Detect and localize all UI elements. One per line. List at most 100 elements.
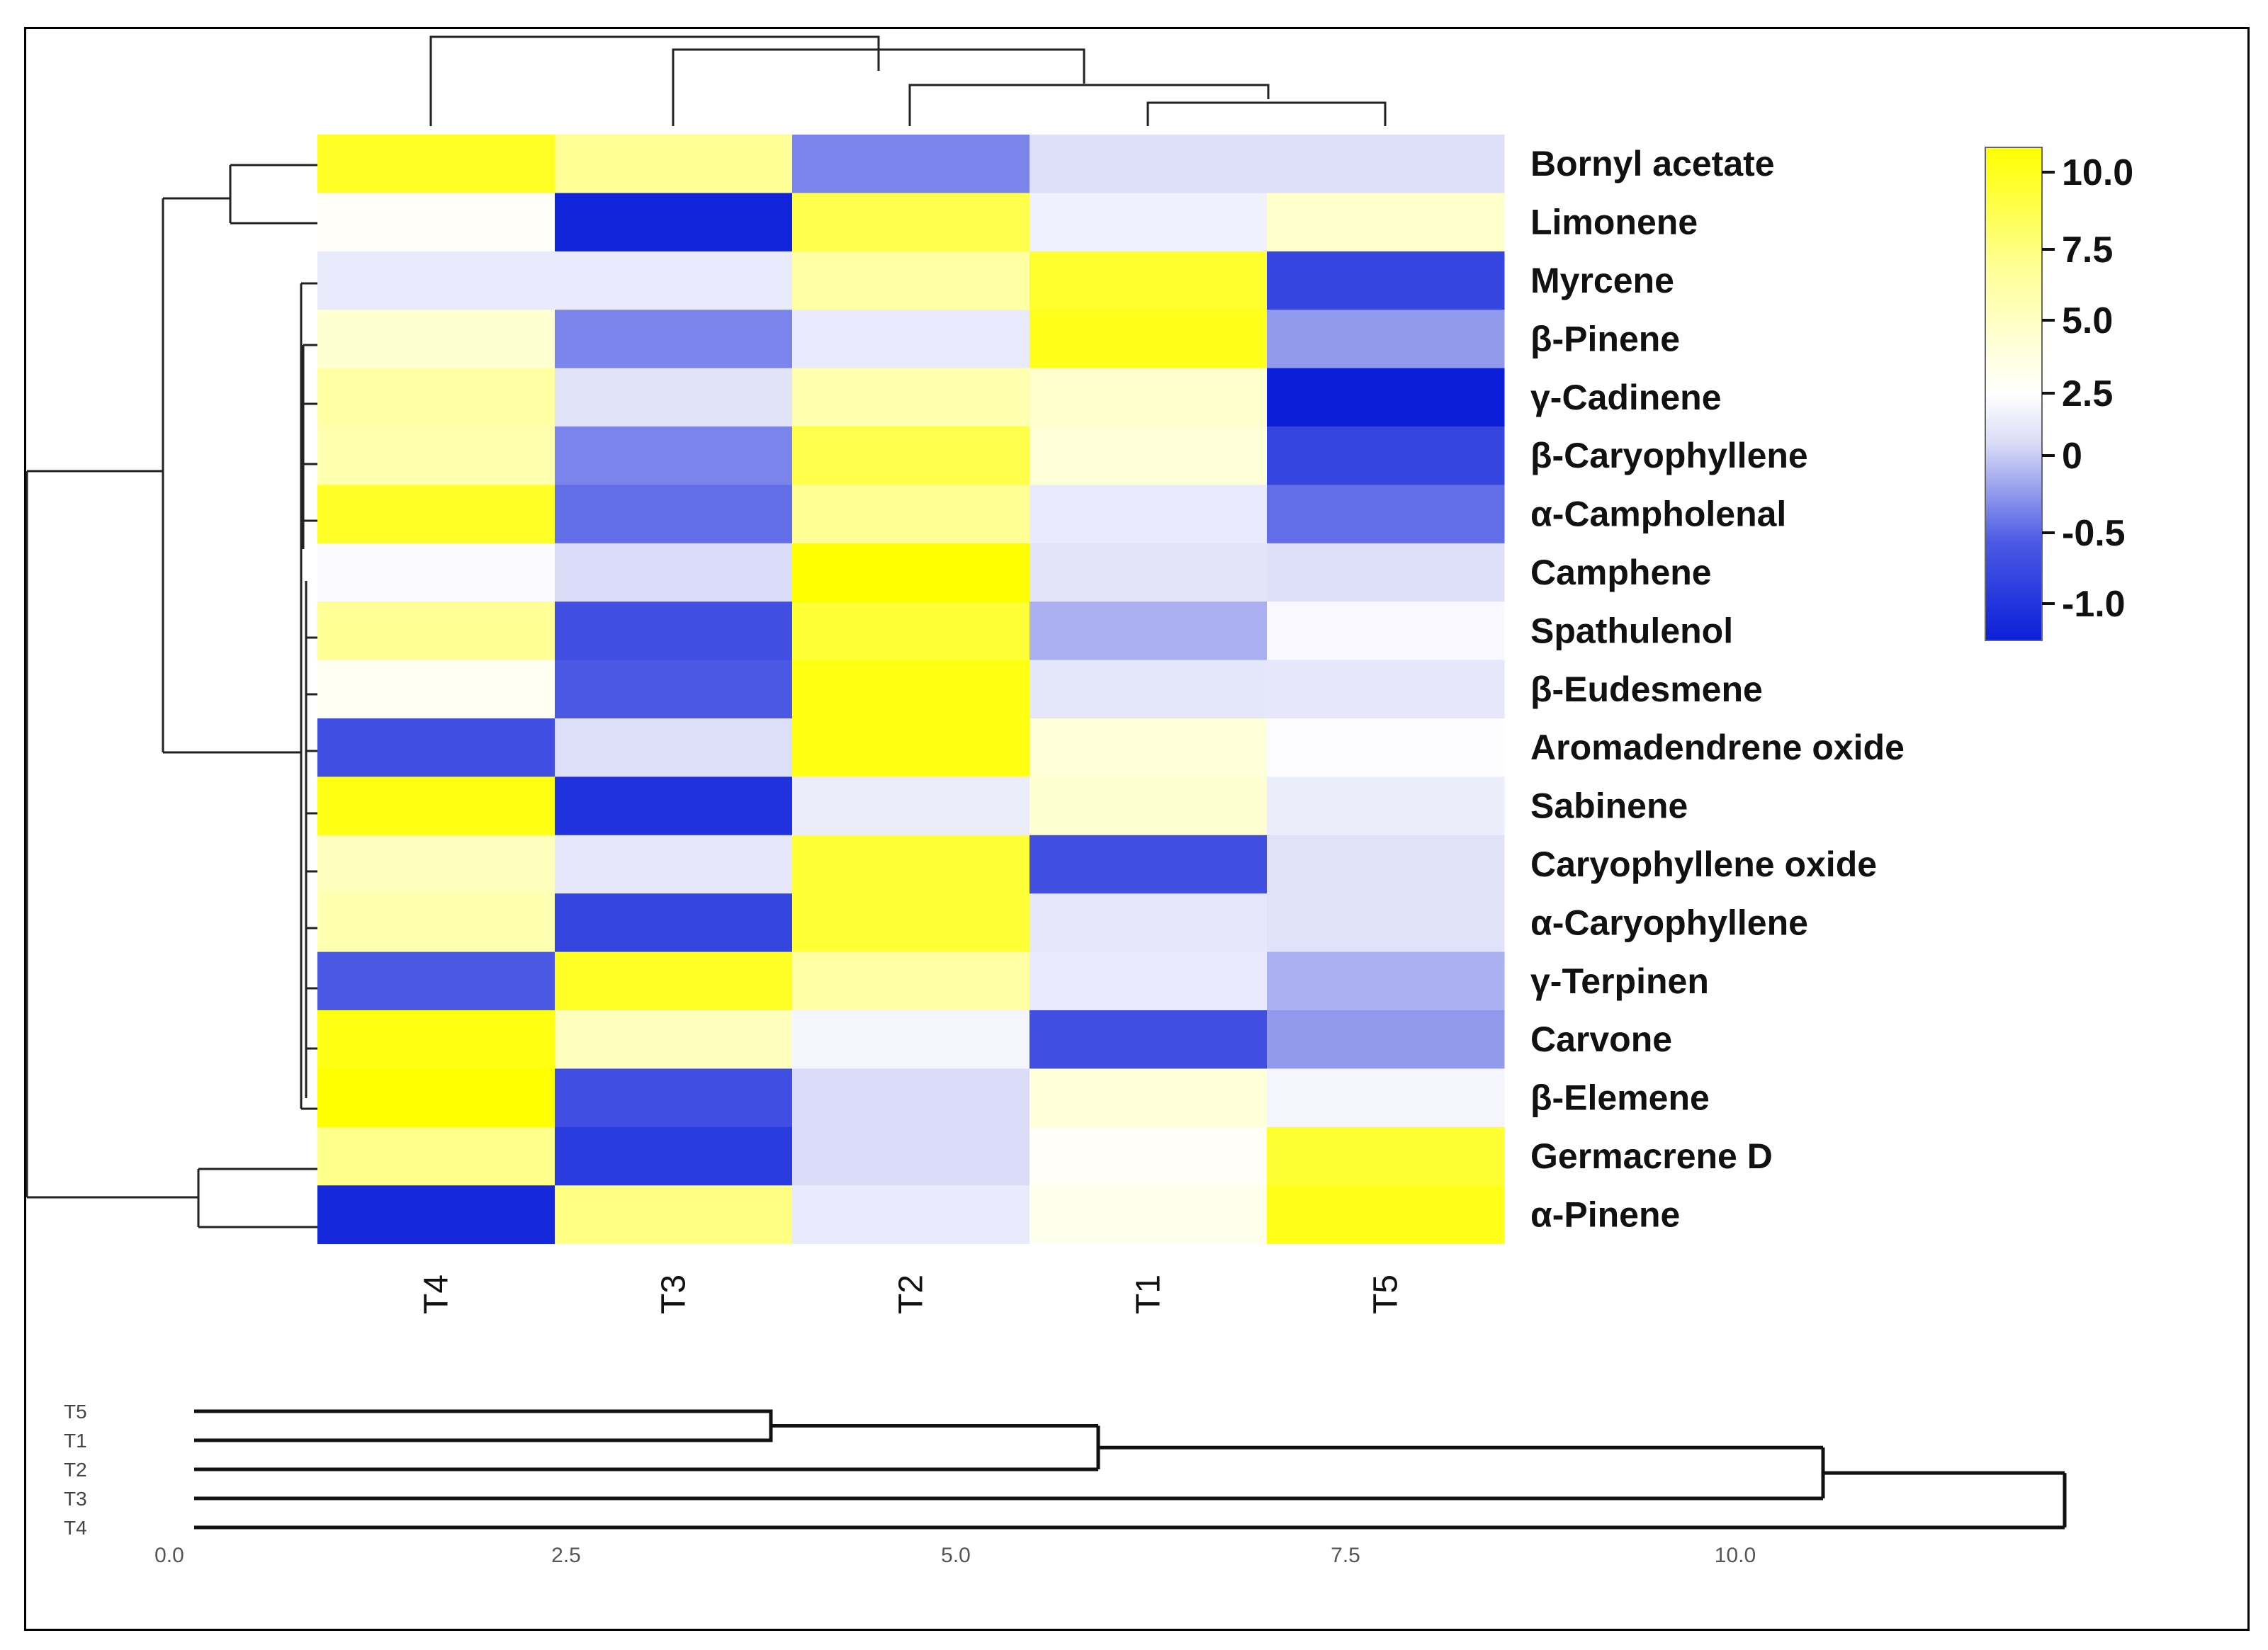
- cell-beta-eudesmene-t1: [1029, 660, 1268, 719]
- row-label-alpha-pinene: α-Pinene: [1530, 1194, 1680, 1234]
- cell-caryophyllene-oxide-t4: [317, 835, 555, 894]
- cell-aromadendrene-oxide-t5: [1267, 718, 1505, 777]
- cell-gamma-terpinen-t1: [1029, 951, 1268, 1011]
- cell-alpha-campholenal-t2: [792, 485, 1030, 544]
- leaf-label-t5: T5: [64, 1401, 87, 1423]
- cell-carvone-t5: [1267, 1010, 1505, 1069]
- column-label-t5: T5: [1367, 1275, 1405, 1314]
- cell-caryophyllene-oxide-t2: [792, 835, 1030, 894]
- row-label-gamma-terpinen: γ-Terpinen: [1530, 961, 1709, 1001]
- row-label-limonene: Limonene: [1530, 203, 1698, 242]
- cell-gamma-terpinen-t5: [1267, 951, 1505, 1011]
- cell-gamma-cadinene-t4: [317, 368, 555, 427]
- cell-germacrene-d-t2: [792, 1126, 1030, 1186]
- cell-aromadendrene-oxide-t1: [1029, 718, 1268, 777]
- cell-germacrene-d-t5: [1267, 1126, 1505, 1186]
- cell-sabinene-t3: [555, 776, 793, 836]
- cell-beta-caryophyllene-t1: [1029, 426, 1268, 485]
- cell-myrcene-t4: [317, 251, 555, 310]
- dendrogram-axis-tick: 2.5: [551, 1544, 581, 1567]
- dendrogram-leaf-labels: T5 T1 T2 T3 T4: [64, 1401, 87, 1539]
- row-labels: Bornyl acetate Limonene Myrcene β-Pinene γ-C…: [1530, 144, 1905, 1234]
- cell-alpha-caryophyllene-t4: [317, 893, 555, 953]
- cell-beta-elemene-t2: [792, 1068, 1030, 1128]
- cell-beta-pinene-t2: [792, 310, 1030, 369]
- cell-aromadendrene-oxide-t4: [317, 718, 555, 777]
- cell-beta-eudesmene-t3: [555, 660, 793, 719]
- dendrogram-merge-3: [194, 1445, 1825, 1501]
- cell-limonene-t3: [555, 193, 793, 252]
- leaf-label-t2: T2: [64, 1459, 87, 1481]
- row-label-myrcene: Myrcene: [1530, 261, 1674, 300]
- dendrogram-axis-tick: 10.0: [1715, 1544, 1756, 1567]
- cell-gamma-cadinene-t1: [1029, 368, 1268, 427]
- row-label-gamma-cadinene: γ-Cadinene: [1530, 378, 1722, 417]
- cell-beta-caryophyllene-t5: [1267, 426, 1505, 485]
- cell-camphene-t1: [1029, 543, 1268, 602]
- cell-camphene-t5: [1267, 543, 1505, 602]
- cell-alpha-campholenal-t5: [1267, 485, 1505, 544]
- cell-sabinene-t1: [1029, 776, 1268, 836]
- cell-alpha-campholenal-t1: [1029, 485, 1268, 544]
- cell-beta-caryophyllene-t2: [792, 426, 1030, 485]
- row-label-spathulenol: Spathulenol: [1530, 611, 1733, 650]
- cell-germacrene-d-t3: [555, 1126, 793, 1186]
- leaf-label-t4: T4: [64, 1517, 87, 1539]
- column-dendrogram: [429, 35, 1387, 126]
- color-scale-tick-label: 0: [2062, 436, 2082, 477]
- cell-alpha-caryophyllene-t5: [1267, 893, 1505, 953]
- color-scale-tick-label: 7.5: [2062, 230, 2113, 271]
- leaf-label-t1: T1: [64, 1430, 87, 1452]
- cell-spathulenol-t1: [1029, 601, 1268, 661]
- row-label-alpha-campholenal: α-Campholenal: [1530, 495, 1786, 534]
- color-scale-tick-label: -0.5: [2062, 513, 2126, 554]
- column-label-t4: T4: [418, 1275, 456, 1314]
- cell-sabinene-t5: [1267, 776, 1505, 836]
- cell-alpha-campholenal-t4: [317, 485, 555, 544]
- color-scale-gradient: [1985, 147, 2043, 641]
- row-label-sabinene: Sabinene: [1530, 786, 1688, 826]
- row-dendrogram: [26, 164, 317, 1228]
- cell-carvone-t1: [1029, 1010, 1268, 1069]
- cell-alpha-pinene-t2: [792, 1185, 1030, 1245]
- column-label-t2: T2: [893, 1275, 930, 1314]
- row-label-beta-pinene: β-Pinene: [1530, 319, 1680, 358]
- cell-carvone-t3: [555, 1010, 793, 1069]
- dendrogram-merge-1: [194, 1409, 773, 1442]
- column-label-t1: T1: [1130, 1275, 1168, 1314]
- row-label-aromadendrene-oxide: Aromadendrene oxide: [1530, 728, 1905, 767]
- column-label-t3: T3: [655, 1275, 693, 1314]
- row-label-camphene: Camphene: [1530, 553, 1712, 592]
- cell-beta-eudesmene-t2: [792, 660, 1030, 719]
- cell-bornyl-acetate-t1: [1029, 135, 1268, 193]
- cell-spathulenol-t4: [317, 601, 555, 661]
- cell-camphene-t4: [317, 543, 555, 602]
- cell-carvone-t4: [317, 1010, 555, 1069]
- row-label-caryophyllene-oxide: Caryophyllene oxide: [1530, 844, 1877, 884]
- row-label-alpha-caryophyllene: α-Caryophyllene: [1530, 903, 1808, 942]
- cell-sabinene-t2: [792, 776, 1030, 836]
- column-labels: T4 T3 T2 T1 T5: [418, 1275, 1405, 1314]
- cell-gamma-cadinene-t5: [1267, 368, 1505, 427]
- cell-bornyl-acetate-t3: [555, 135, 793, 193]
- cell-alpha-pinene-t1: [1029, 1185, 1268, 1245]
- cell-alpha-caryophyllene-t2: [792, 893, 1030, 953]
- color-scale-tick-label: 10.0: [2062, 152, 2133, 193]
- cell-beta-pinene-t4: [317, 310, 555, 369]
- color-scale-bar: 10.0 7.5 5.0 2.5 0 -0.5 -1.0: [1985, 147, 2133, 641]
- cell-limonene-t4: [317, 193, 555, 252]
- row-label-germacrene-d: Germacrene D: [1530, 1136, 1773, 1176]
- cell-caryophyllene-oxide-t5: [1267, 835, 1505, 894]
- cell-limonene-t1: [1029, 193, 1268, 252]
- cell-sabinene-t4: [317, 776, 555, 836]
- cell-gamma-terpinen-t4: [317, 951, 555, 1011]
- cell-gamma-cadinene-t3: [555, 368, 793, 427]
- cell-beta-eudesmene-t5: [1267, 660, 1505, 719]
- cell-alpha-pinene-t3: [555, 1185, 793, 1245]
- dendrogram-merge-2: [194, 1424, 1100, 1471]
- cell-beta-eudesmene-t4: [317, 660, 555, 719]
- cell-alpha-pinene-t5: [1267, 1185, 1505, 1245]
- dendrogram-links: [194, 1409, 2067, 1530]
- cell-myrcene-t1: [1029, 251, 1268, 310]
- dendrogram-merge-4: [194, 1471, 2067, 1530]
